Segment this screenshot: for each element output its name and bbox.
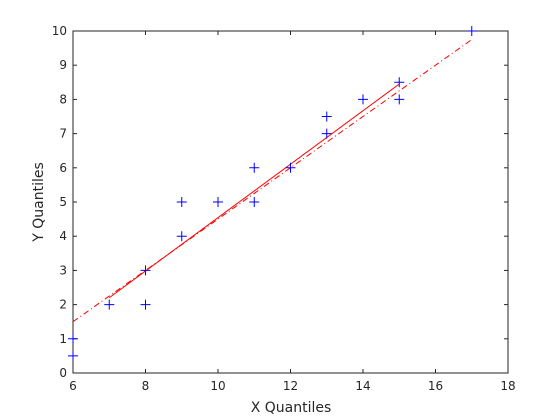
x-tick-label: 18: [500, 379, 515, 393]
data-point: [285, 162, 296, 173]
data-point: [321, 111, 332, 122]
y-tick-label: 9: [59, 58, 67, 72]
x-tick-label: 8: [142, 379, 150, 393]
y-tick-label: 8: [59, 92, 67, 106]
data-point: [394, 94, 405, 105]
data-point: [176, 197, 187, 207]
data-point: [104, 299, 115, 310]
data-point: [68, 333, 78, 344]
data-point: [68, 350, 78, 361]
y-tick-label: 0: [59, 366, 67, 380]
x-tick-label: 14: [355, 379, 370, 393]
data-point: [321, 128, 332, 139]
y-tick-label: 4: [59, 229, 67, 243]
x-tick-label: 16: [428, 379, 443, 393]
data-point: [140, 299, 151, 310]
reference-line-extended: [72, 39, 473, 323]
data-point: [140, 265, 151, 276]
data-point: [394, 77, 405, 88]
y-tick-label: 7: [59, 127, 67, 141]
y-tick-label: 10: [52, 24, 67, 38]
y-tick-label: 5: [59, 195, 67, 209]
x-axis-title: X Quantiles: [251, 400, 332, 416]
y-tick-label: 1: [59, 332, 67, 346]
y-tick-label: 2: [59, 298, 67, 312]
y-axis-title: Y Quantiles: [31, 162, 47, 243]
y-tick-label: 6: [59, 161, 67, 175]
data-point: [466, 26, 477, 36]
y-tick-label: 3: [59, 263, 67, 277]
x-tick-label: 10: [210, 379, 225, 393]
data-point: [176, 231, 187, 242]
reference-line-fitted: [108, 83, 400, 299]
data-point: [249, 197, 260, 207]
x-tick-label: 6: [69, 379, 77, 393]
data-point: [249, 162, 260, 173]
data-point: [213, 197, 223, 207]
x-tick-label: 12: [283, 379, 298, 393]
data-point: [358, 94, 368, 105]
